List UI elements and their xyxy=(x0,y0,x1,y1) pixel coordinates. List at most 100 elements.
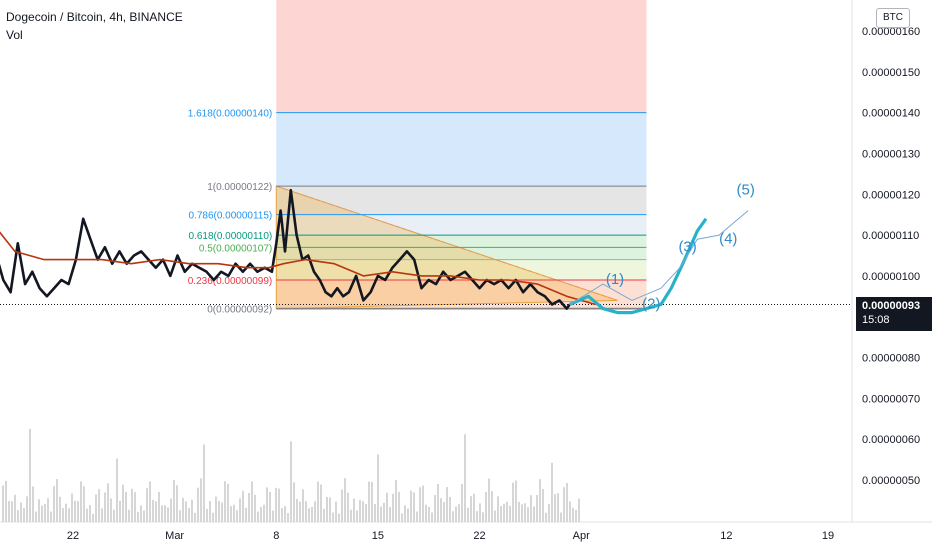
volume-bar xyxy=(494,510,496,522)
volume-bar xyxy=(554,494,556,522)
volume-bar xyxy=(335,501,337,522)
x-axis-tick-label: 15 xyxy=(372,530,384,542)
y-axis-tick-label: 0.00000130 xyxy=(862,148,920,160)
volume-bar xyxy=(83,486,85,522)
y-axis-tick-label: 0.00000100 xyxy=(862,271,920,283)
volume-bar xyxy=(521,504,523,522)
volume-bar xyxy=(248,492,250,522)
current-price-value: 0.00000093 xyxy=(862,300,921,312)
elliott-wave-path xyxy=(569,210,749,305)
elliott-wave-label: (1) xyxy=(606,271,624,288)
volume-bar xyxy=(5,480,7,522)
volume-bar xyxy=(2,485,4,522)
volume-bar xyxy=(464,434,466,522)
x-axis-tick-label: 22 xyxy=(473,530,485,542)
volume-bar xyxy=(560,512,562,522)
volume-bar xyxy=(509,505,511,522)
fib-band xyxy=(276,112,647,187)
volume-bar xyxy=(164,505,166,522)
volume-bar xyxy=(338,513,340,522)
volume-bar xyxy=(71,493,73,522)
volume-bar xyxy=(431,512,433,522)
volume-bar xyxy=(467,507,469,522)
volume-bar xyxy=(350,509,352,522)
volume-bar xyxy=(440,498,442,522)
volume-bar xyxy=(194,512,196,522)
volume-bar xyxy=(215,496,217,522)
volume-bars xyxy=(2,428,580,522)
volume-bar xyxy=(170,498,172,522)
fib-level-label: 0.5(0.00000107) xyxy=(199,243,272,254)
volume-bar xyxy=(107,483,109,522)
volume-bar xyxy=(53,486,55,522)
volume-bar xyxy=(113,509,115,522)
volume-bar xyxy=(143,510,145,522)
volume-bar xyxy=(578,498,580,522)
volume-bar xyxy=(344,478,346,522)
volume-bar xyxy=(65,503,67,522)
volume-bar xyxy=(407,508,409,522)
volume-indicator-label[interactable]: Vol xyxy=(6,28,23,42)
volume-bar xyxy=(356,510,358,522)
volume-bar xyxy=(35,511,37,522)
volume-bar xyxy=(542,489,544,522)
volume-bar xyxy=(56,479,58,522)
elliott-wave-label: (3) xyxy=(678,238,696,255)
fib-level-label: 0.236(0.00000099) xyxy=(188,276,273,287)
volume-bar xyxy=(188,508,190,522)
volume-bar xyxy=(182,497,184,522)
currency-button[interactable]: BTC xyxy=(876,8,910,28)
volume-bar xyxy=(122,484,124,522)
projection-line xyxy=(568,217,708,315)
volume-bar xyxy=(515,480,517,522)
volume-bar xyxy=(239,498,241,522)
volume-bar xyxy=(422,485,424,522)
fib-band xyxy=(276,186,647,215)
volume-bar xyxy=(524,503,526,522)
volume-bar xyxy=(29,428,31,522)
volume-bar xyxy=(332,512,334,522)
volume-bar xyxy=(203,444,205,522)
y-axis-tick-label: 0.00000140 xyxy=(862,108,920,120)
volume-bar xyxy=(197,487,199,522)
volume-bar xyxy=(326,496,328,522)
volume-bar xyxy=(536,495,538,522)
volume-bar xyxy=(380,506,382,522)
y-axis-tick-label: 0.00000050 xyxy=(862,475,920,487)
chart-title: Dogecoin / Bitcoin, 4h, BINANCE xyxy=(6,10,183,24)
volume-bar xyxy=(98,489,100,522)
volume-bar xyxy=(296,498,298,522)
volume-bar xyxy=(110,498,112,522)
volume-bar xyxy=(23,508,25,522)
volume-bar xyxy=(14,494,16,522)
volume-bar xyxy=(155,501,157,522)
volume-bar xyxy=(77,501,79,522)
elliott-wave-label: (5) xyxy=(737,181,755,198)
volume-bar xyxy=(413,492,415,522)
volume-bar xyxy=(62,508,64,522)
volume-bar xyxy=(293,482,295,522)
volume-bar xyxy=(269,491,271,522)
volume-bar xyxy=(152,499,154,522)
volume-bar xyxy=(161,505,163,522)
y-axis-tick-label: 0.00000120 xyxy=(862,189,920,201)
volume-bar xyxy=(533,506,535,522)
x-axis-tick-label: 22 xyxy=(67,530,79,542)
volume-bar xyxy=(158,491,160,522)
volume-bar xyxy=(284,506,286,522)
volume-bar xyxy=(74,500,76,522)
volume-bar xyxy=(557,493,559,522)
volume-bar xyxy=(488,478,490,522)
volume-bar xyxy=(317,481,319,522)
bar-countdown: 15:08 xyxy=(862,314,890,326)
y-axis-tick-label: 0.00000070 xyxy=(862,393,920,405)
volume-bar xyxy=(128,509,130,522)
volume-bar xyxy=(137,511,139,522)
volume-bar xyxy=(221,502,223,522)
volume-bar xyxy=(311,506,313,522)
fib-level-label: 0.618(0.00000110) xyxy=(188,231,272,242)
volume-bar xyxy=(512,482,514,522)
volume-bar xyxy=(539,479,541,522)
